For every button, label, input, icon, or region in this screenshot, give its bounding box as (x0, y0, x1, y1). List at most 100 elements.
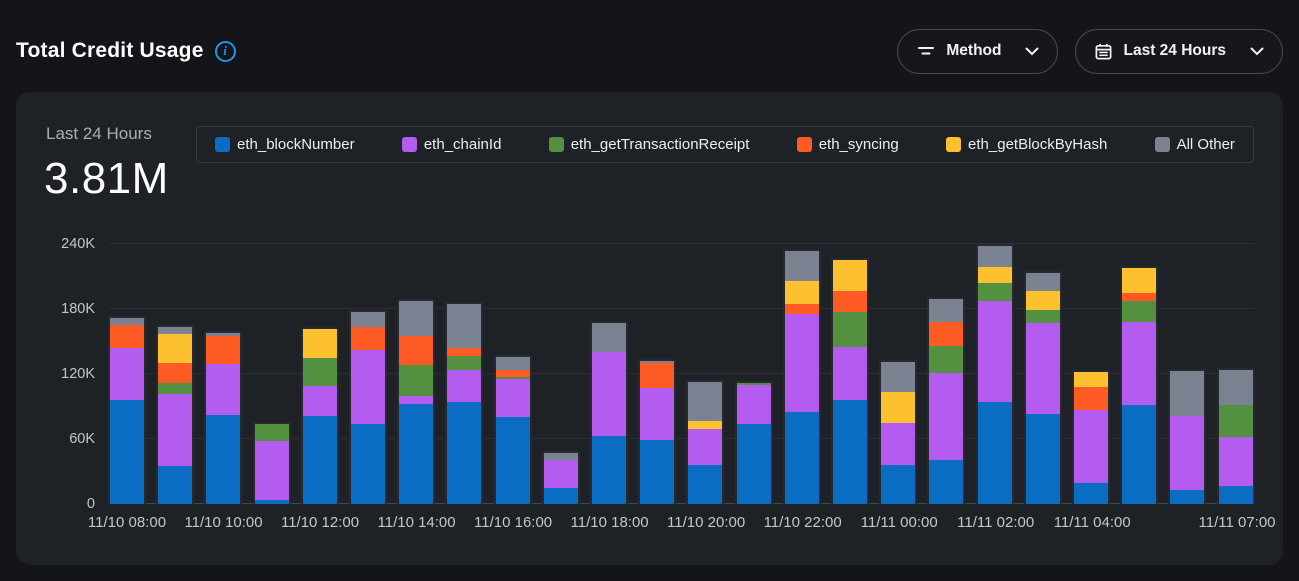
bar-segment[interactable] (833, 260, 868, 291)
bar-segment[interactable] (1218, 436, 1253, 486)
bar-segment[interactable] (1170, 370, 1205, 417)
bar-11-10-15-00[interactable] (445, 301, 484, 504)
bar-segment[interactable] (881, 422, 916, 465)
bar-segment[interactable] (1025, 310, 1060, 324)
bar-segment[interactable] (881, 392, 916, 423)
bar-11-10-16-00[interactable] (493, 354, 532, 504)
bar-11-11-07-00[interactable] (1216, 367, 1255, 504)
bar-11-10-11-00[interactable] (252, 421, 291, 504)
bar-segment[interactable] (1122, 405, 1157, 504)
bar-11-10-23-00[interactable] (831, 258, 870, 504)
bar-segment[interactable] (351, 312, 386, 328)
bar-segment[interactable] (784, 303, 819, 315)
bar-segment[interactable] (1122, 267, 1157, 293)
bar-segment[interactable] (1170, 416, 1205, 490)
bar-segment[interactable] (1025, 323, 1060, 415)
bar-segment[interactable] (110, 317, 144, 326)
bar-segment[interactable] (1122, 292, 1157, 302)
bar-segment[interactable] (688, 420, 723, 430)
bar-11-10-09-00[interactable] (156, 325, 195, 504)
bar-segment[interactable] (881, 465, 916, 504)
bar-segment[interactable] (784, 280, 819, 304)
bar-11-11-01-00[interactable] (927, 297, 966, 504)
bar-segment[interactable] (158, 363, 193, 383)
bar-segment[interactable] (1025, 414, 1060, 504)
bar-segment[interactable] (640, 440, 675, 504)
bar-segment[interactable] (543, 453, 578, 460)
bar-segment[interactable] (110, 348, 144, 400)
bar-segment[interactable] (158, 382, 193, 394)
legend-item[interactable]: eth_getTransactionReceipt (548, 136, 749, 153)
bar-segment[interactable] (302, 328, 337, 358)
bar-segment[interactable] (495, 379, 530, 418)
bar-segment[interactable] (592, 352, 627, 436)
bar-segment[interactable] (399, 365, 434, 396)
bar-11-10-22-00[interactable] (782, 248, 821, 504)
bar-11-10-10-00[interactable] (204, 330, 243, 504)
legend-item[interactable]: eth_getBlockByHash (946, 136, 1107, 153)
bar-segment[interactable] (833, 400, 868, 504)
bar-segment[interactable] (206, 364, 241, 416)
bar-segment[interactable] (495, 377, 530, 380)
bar-segment[interactable] (399, 301, 434, 337)
bar-segment[interactable] (206, 336, 241, 365)
bar-segment[interactable] (592, 323, 627, 353)
bar-segment[interactable] (1122, 301, 1157, 323)
bar-segment[interactable] (399, 336, 434, 366)
bar-segment[interactable] (929, 322, 964, 346)
bar-segment[interactable] (302, 385, 337, 417)
bar-segment[interactable] (1218, 405, 1253, 437)
bar-11-10-18-00[interactable] (590, 321, 629, 504)
bar-segment[interactable] (833, 290, 868, 313)
bar-segment[interactable] (495, 417, 530, 504)
bar-segment[interactable] (977, 266, 1012, 284)
bar-segment[interactable] (977, 246, 1012, 267)
bar-segment[interactable] (1074, 483, 1109, 504)
bar-segment[interactable] (640, 361, 675, 364)
bar-segment[interactable] (929, 372, 964, 460)
bar-11-10-08-00[interactable] (108, 315, 146, 504)
bar-segment[interactable] (833, 346, 868, 400)
bar-segment[interactable] (302, 357, 337, 386)
bar-segment[interactable] (640, 388, 675, 441)
bar-segment[interactable] (447, 369, 482, 403)
bar-11-10-14-00[interactable] (397, 299, 436, 504)
bar-segment[interactable] (929, 459, 964, 504)
bar-segment[interactable] (447, 355, 482, 370)
bar-segment[interactable] (1025, 290, 1060, 311)
bar-segment[interactable] (929, 345, 964, 373)
bar-segment[interactable] (302, 416, 337, 504)
bar-segment[interactable] (110, 325, 144, 348)
bar-segment[interactable] (592, 435, 627, 504)
bar-11-11-06-00[interactable] (1168, 368, 1207, 504)
bar-segment[interactable] (784, 411, 819, 504)
bar-segment[interactable] (1025, 273, 1060, 291)
bar-segment[interactable] (495, 356, 530, 370)
bar-11-11-03-00[interactable] (1023, 271, 1062, 504)
bar-segment[interactable] (881, 362, 916, 393)
bar-segment[interactable] (688, 465, 723, 504)
bar-11-10-21-00[interactable] (734, 380, 773, 504)
bar-segment[interactable] (1074, 409, 1109, 484)
bar-segment[interactable] (254, 423, 289, 442)
bar-segment[interactable] (977, 402, 1012, 504)
bar-segment[interactable] (543, 459, 578, 488)
bar-segment[interactable] (206, 415, 241, 504)
bar-11-10-12-00[interactable] (300, 326, 339, 504)
bar-segment[interactable] (254, 441, 289, 500)
bar-segment[interactable] (736, 382, 771, 385)
bar-segment[interactable] (784, 314, 819, 412)
legend-item[interactable]: All Other (1154, 136, 1235, 153)
method-filter-button[interactable]: Method (897, 28, 1059, 74)
bar-segment[interactable] (929, 299, 964, 323)
time-range-button[interactable]: Last 24 Hours (1075, 28, 1283, 74)
bar-segment[interactable] (158, 466, 193, 504)
bar-11-11-04-00[interactable] (1072, 369, 1111, 504)
legend-item[interactable]: eth_blockNumber (215, 136, 355, 153)
bar-segment[interactable] (447, 402, 482, 504)
bar-segment[interactable] (1218, 485, 1253, 504)
bar-segment[interactable] (447, 303, 482, 349)
bar-segment[interactable] (1218, 369, 1253, 406)
bar-11-10-13-00[interactable] (349, 310, 388, 504)
bar-segment[interactable] (977, 301, 1012, 403)
